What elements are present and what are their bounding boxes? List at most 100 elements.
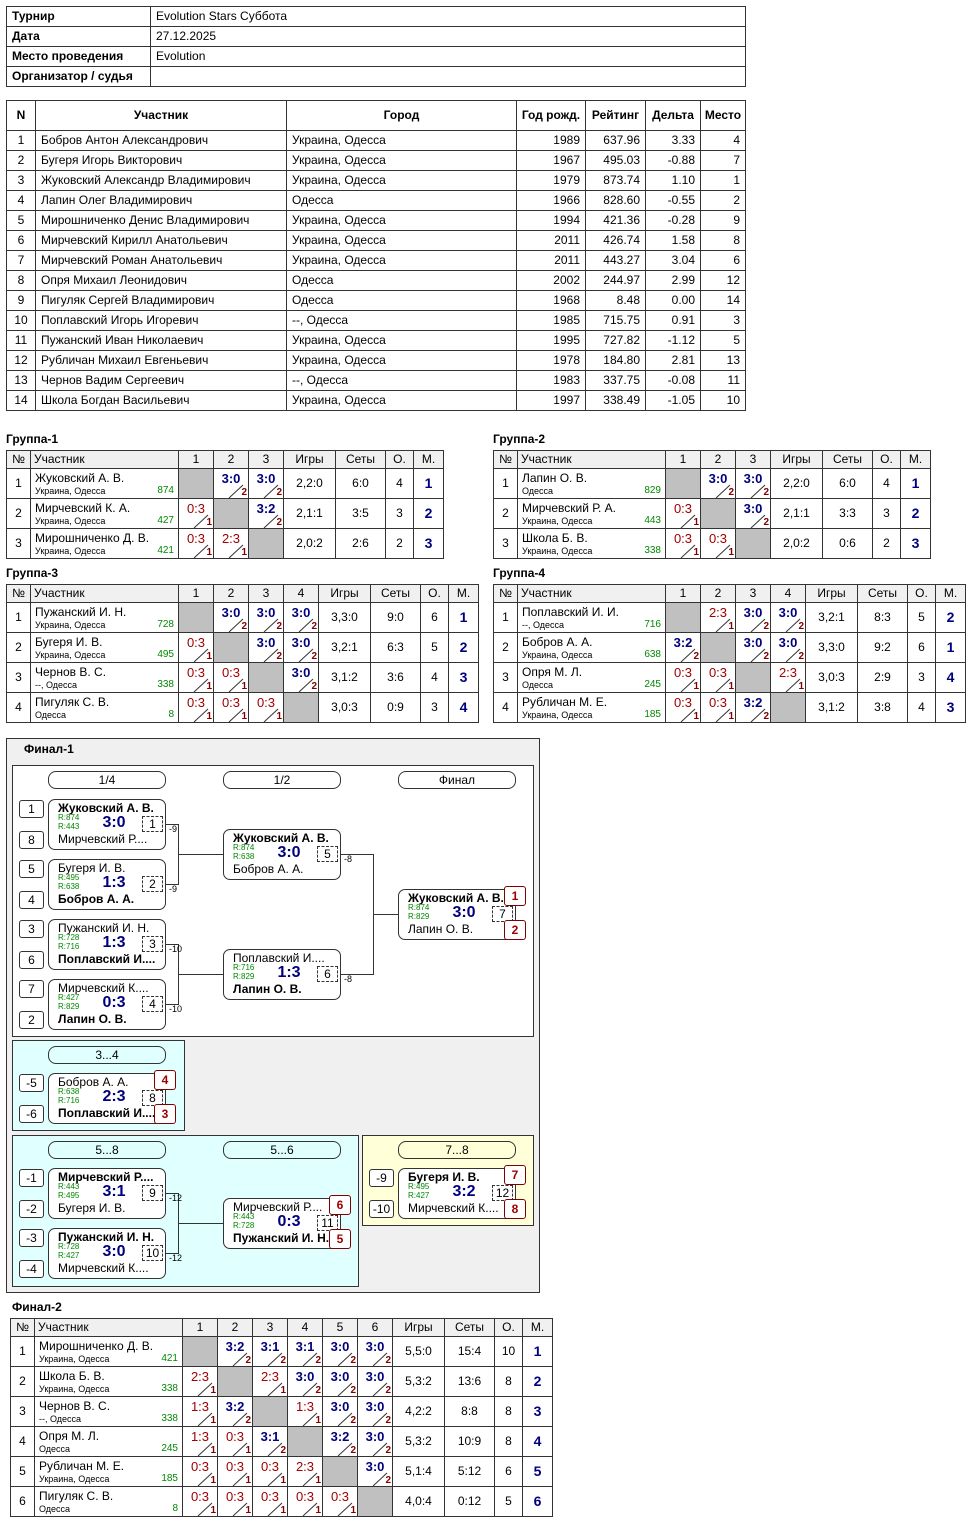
column-header: 4 [287, 1318, 323, 1337]
slash [298, 618, 314, 632]
score: 3:0 [365, 1399, 385, 1414]
table-cell: Украина, Одесса [286, 210, 517, 231]
table-cell: 14 [6, 390, 36, 411]
slash [750, 484, 766, 498]
score-cell [322, 1456, 358, 1487]
slash [228, 544, 244, 558]
slash-line [232, 1352, 248, 1366]
slash-line [232, 1472, 248, 1486]
games: 3,1:2 [805, 692, 858, 723]
sets: 5:12 [444, 1456, 495, 1487]
slash [372, 1412, 388, 1426]
slash [193, 544, 209, 558]
score-cell: 3:2 2 [665, 632, 701, 663]
slash-line [302, 1412, 318, 1426]
rating: R:829 [408, 912, 430, 921]
table-cell: Украина, Одесса [286, 150, 517, 171]
score-cell [283, 692, 319, 723]
games: 4,2:2 [392, 1396, 445, 1427]
score-cell: 0:3 1 [700, 692, 736, 723]
score: 3:1 [295, 1339, 315, 1354]
score: 3:0 [295, 1369, 315, 1384]
score-cell: 0:3 1 [665, 498, 701, 529]
score: 3:0 [330, 1369, 350, 1384]
score: 1:3 [277, 964, 301, 981]
column-header: Участник [35, 100, 287, 131]
column-header: 6 [357, 1318, 393, 1337]
table-cell: 495.03 [585, 150, 646, 171]
participant-name: Поплавский И. И. [522, 605, 619, 619]
match-number: 2 [763, 487, 769, 498]
score-cell [217, 1366, 253, 1397]
slash [337, 1412, 353, 1426]
player-name: Лапин О. В. [408, 922, 474, 936]
score: 0:3 [186, 665, 206, 680]
rating: R:443 [58, 822, 80, 831]
score: 0:3 [673, 501, 693, 516]
seed: 4 [19, 891, 44, 909]
participant-cell: Мирчевский Р. А. Украина, Одесса 443 [517, 498, 666, 529]
match-number: 1 [276, 711, 282, 722]
slash [263, 648, 279, 662]
match-number: 2 [311, 681, 317, 692]
participant-name: Мирчевский К. А. [35, 501, 131, 515]
score: 2:3 [260, 1369, 280, 1384]
match-number: 7 [492, 906, 513, 922]
column-header: Город [286, 100, 517, 131]
participant-cell: Бугеря И. В. Украина, Одесса 495 [30, 632, 179, 663]
match-number: 8 [142, 1090, 163, 1106]
connector [166, 944, 179, 945]
score-cell: 3:0 2 [322, 1396, 358, 1427]
participant-rating: 716 [644, 619, 661, 630]
column-header: N [6, 100, 36, 131]
participant-rating: 338 [644, 545, 661, 556]
games: 2,0:2 [770, 528, 823, 559]
sets: 0:12 [444, 1486, 495, 1517]
player-name: Мирчевский Р.... [58, 1170, 154, 1184]
slash [785, 618, 801, 632]
score: 3:0 [221, 605, 241, 620]
connector [166, 824, 179, 825]
score-cell [357, 1486, 393, 1517]
seed: -4 [19, 1260, 44, 1278]
table-cell: 1989 [516, 130, 586, 151]
rating: R:716 [58, 1096, 80, 1105]
score: 2:3 [190, 1369, 210, 1384]
participant-cell: Опря М. Л. Одесса 245 [34, 1426, 183, 1457]
column-header: М. [413, 450, 444, 469]
slash [263, 618, 279, 632]
slash-line [302, 1502, 318, 1516]
score: 3:0 [452, 904, 476, 921]
score: 3:0 [365, 1429, 385, 1444]
column-header: 2 [700, 584, 736, 603]
score-cell [213, 632, 249, 663]
score: 3:0 [743, 471, 763, 486]
connector [178, 974, 224, 975]
row-number: 2 [10, 1366, 35, 1397]
slash-line [193, 514, 209, 528]
table-cell: 3.33 [645, 130, 701, 151]
participant-name: Школа Б. В. [39, 1369, 105, 1383]
slash [232, 1412, 248, 1426]
player-name: Мирчевский Р.... [58, 832, 148, 846]
slash-line [372, 1442, 388, 1456]
score: 3:1 [102, 1183, 126, 1200]
table-cell: -0.55 [645, 190, 701, 211]
score-cell [665, 602, 701, 633]
sets: 0:6 [822, 528, 873, 559]
table-cell: 7 [700, 150, 746, 171]
match-number: 1 [206, 681, 212, 692]
match-number: 2 [276, 621, 282, 632]
table-cell: 1983 [516, 370, 586, 391]
table-cell: 12 [6, 350, 36, 371]
connector [341, 854, 374, 855]
slash-line [267, 1442, 283, 1456]
score: 3:2 [673, 635, 693, 650]
slash [263, 484, 279, 498]
match-number: 2 [315, 1355, 321, 1366]
match-number: 2 [245, 1355, 251, 1366]
table-cell: 0.00 [645, 290, 701, 311]
table-cell: 1966 [516, 190, 586, 211]
games: 3,3:0 [805, 632, 858, 663]
